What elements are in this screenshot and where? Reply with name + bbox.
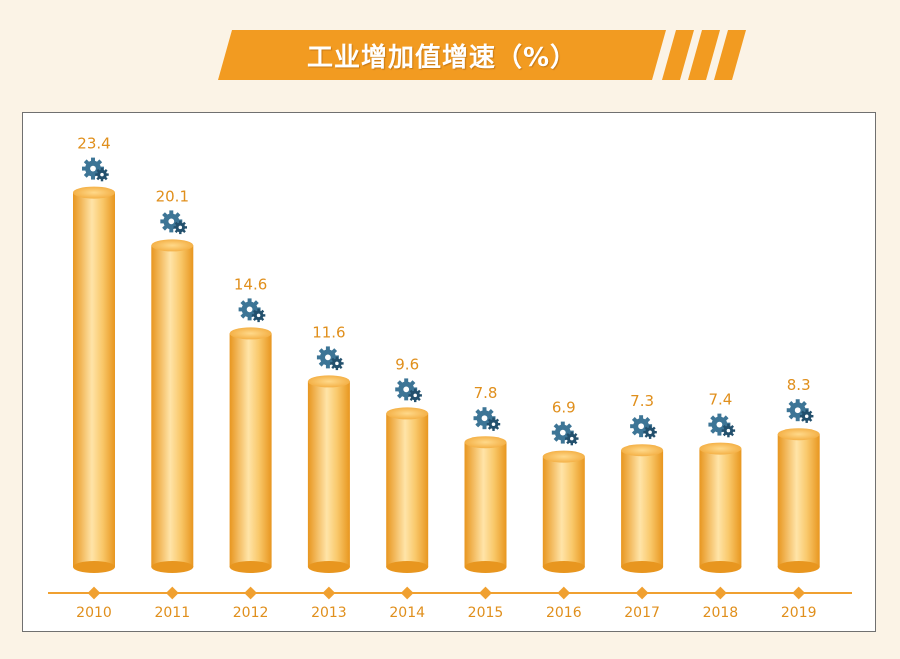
banner-stripe <box>662 30 694 80</box>
value-label: 11.6 <box>312 323 345 341</box>
bar-2013 <box>307 375 350 573</box>
axis-tick <box>244 586 257 600</box>
x-tick-label: 2018 <box>703 605 739 621</box>
value-label: 23.4 <box>77 135 110 153</box>
gear-icon <box>82 157 109 182</box>
axis-tick <box>322 586 336 600</box>
axis-tick <box>87 586 101 600</box>
bar-2019 <box>777 428 820 573</box>
axis-tick <box>557 586 571 600</box>
bar-2014 <box>386 407 429 573</box>
value-label: 14.6 <box>234 275 267 293</box>
gear-icon <box>395 378 422 403</box>
value-label: 7.4 <box>708 391 732 409</box>
axis-tick <box>165 586 179 600</box>
axis-tick <box>635 586 649 600</box>
value-label: 8.3 <box>787 376 811 394</box>
value-label: 20.1 <box>156 187 189 205</box>
bar-2017 <box>621 444 664 573</box>
x-tick-label: 2010 <box>76 605 112 621</box>
bar-2018 <box>699 442 742 573</box>
x-tick-label: 2016 <box>546 605 582 621</box>
x-tick-label: 2019 <box>781 605 817 621</box>
bar-2011 <box>151 239 194 573</box>
value-label: 7.3 <box>630 392 654 410</box>
x-tick-label: 2013 <box>311 605 347 621</box>
value-label: 6.9 <box>552 399 576 417</box>
banner-stripe <box>688 30 720 80</box>
bar-2012 <box>229 327 272 573</box>
axis-tick <box>479 586 492 600</box>
gear-icon <box>316 346 344 371</box>
gear-icon <box>708 413 736 438</box>
x-tick-label: 2012 <box>233 605 269 621</box>
banner-shape <box>218 30 666 80</box>
gear-icon <box>473 407 501 431</box>
axis-tick <box>714 586 727 600</box>
value-label: 9.6 <box>395 355 419 373</box>
axis-tick <box>400 586 414 600</box>
x-tick-label: 2014 <box>389 605 425 621</box>
x-tick-label: 2015 <box>468 605 504 621</box>
gear-icon <box>786 399 814 423</box>
gear-icon <box>160 210 188 235</box>
x-tick-label: 2011 <box>154 605 190 621</box>
gear-icon <box>238 298 266 323</box>
bar-2010 <box>73 186 115 573</box>
value-label: 7.8 <box>474 384 498 402</box>
bar-2016 <box>542 450 585 573</box>
axis-tick <box>792 586 806 600</box>
chart-title: 工业增加值增速（%） <box>306 42 578 73</box>
title-banner <box>218 30 746 80</box>
banner-stripe <box>714 30 746 80</box>
gear-icon <box>630 415 657 439</box>
bar-2015 <box>464 436 507 573</box>
gear-icon <box>551 421 579 446</box>
x-tick-label: 2017 <box>624 605 660 621</box>
